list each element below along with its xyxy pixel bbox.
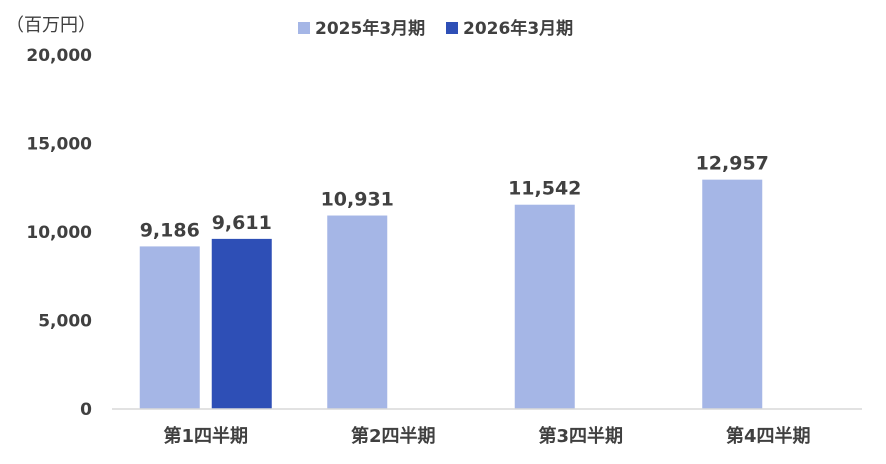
y-tick-label: 20,000 xyxy=(26,46,92,66)
data-label: 10,931 xyxy=(321,189,394,211)
data-label: 9,186 xyxy=(140,219,200,241)
legend-swatch xyxy=(298,22,310,34)
x-tick-label: 第3四半期 xyxy=(538,425,623,447)
bar-1-1 xyxy=(139,246,200,409)
legend: 2025年3月期 2026年3月期 xyxy=(298,18,573,39)
legend-label: 2026年3月期 xyxy=(463,18,573,39)
x-axis: 第1四半期 第2四半期 第3四半期 第4四半期 xyxy=(163,425,810,447)
data-label: 9,611 xyxy=(212,212,272,234)
data-labels: 9,186 9,611 10,931 11,542 12,957 xyxy=(140,153,769,242)
x-tick-label: 第1四半期 xyxy=(163,425,248,447)
bar-2-1 xyxy=(211,238,272,409)
x-tick-label: 第4四半期 xyxy=(726,425,811,447)
x-tick-label: 第2四半期 xyxy=(351,425,436,447)
unit-label: （百万円） xyxy=(6,15,96,36)
data-label: 11,542 xyxy=(508,178,581,200)
y-tick-label: 15,000 xyxy=(26,135,92,155)
legend-label: 2025年3月期 xyxy=(315,18,425,39)
data-label: 12,957 xyxy=(696,153,769,175)
y-tick-label: 10,000 xyxy=(26,223,92,243)
y-axis: 0 5,000 10,000 15,000 20,000 xyxy=(26,46,92,420)
legend-swatch xyxy=(446,22,458,34)
y-tick-label: 0 xyxy=(80,400,92,420)
bars xyxy=(139,179,763,409)
bar-1-2 xyxy=(327,215,388,409)
y-tick-label: 5,000 xyxy=(38,312,92,332)
bar-1-4 xyxy=(702,179,763,409)
bar-1-3 xyxy=(514,204,575,409)
